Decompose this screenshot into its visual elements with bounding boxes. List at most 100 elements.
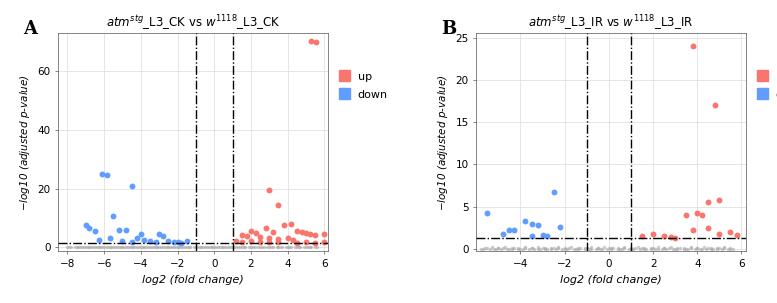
Point <box>687 228 699 233</box>
Point <box>107 214 120 219</box>
Point <box>541 246 553 251</box>
Point <box>214 245 226 249</box>
Point <box>171 239 183 244</box>
Point <box>700 247 713 251</box>
Point <box>203 245 215 249</box>
Point <box>199 245 211 249</box>
Point <box>117 238 129 243</box>
Point <box>658 246 671 251</box>
Point <box>486 245 498 250</box>
Point <box>300 245 312 249</box>
Point <box>254 239 267 244</box>
Point <box>640 246 653 251</box>
Text: A: A <box>23 20 37 38</box>
Point <box>85 245 97 249</box>
Point <box>254 235 267 239</box>
Point <box>267 229 279 234</box>
Point <box>190 245 202 249</box>
Point <box>702 225 715 230</box>
Point <box>552 246 564 251</box>
Point <box>120 227 132 232</box>
Point <box>169 245 182 250</box>
Point <box>291 240 303 245</box>
Point <box>706 246 719 251</box>
Point <box>96 171 109 176</box>
Point <box>263 188 276 192</box>
Point <box>718 245 730 250</box>
Point <box>303 231 315 236</box>
Point <box>98 245 110 249</box>
Point <box>134 245 147 249</box>
Point <box>87 245 99 250</box>
Point <box>481 246 493 251</box>
Point <box>713 246 726 251</box>
Point <box>211 245 224 249</box>
Point <box>249 245 261 249</box>
Point <box>693 247 706 251</box>
Point <box>168 245 180 249</box>
Point <box>497 231 509 236</box>
Point <box>89 245 101 249</box>
Point <box>541 234 553 239</box>
Point <box>267 245 279 249</box>
Point <box>208 245 221 249</box>
Point <box>567 247 580 251</box>
Point <box>622 247 635 251</box>
Point <box>552 245 564 250</box>
Point <box>210 245 222 250</box>
Point <box>303 245 315 249</box>
Point <box>105 245 117 249</box>
Point <box>142 245 155 249</box>
Point <box>92 245 105 250</box>
Point <box>494 247 507 251</box>
Point <box>103 245 116 250</box>
Point <box>548 246 560 251</box>
Point <box>305 38 318 43</box>
Legend: up, down: up, down <box>757 72 777 100</box>
Point <box>519 245 531 250</box>
Point <box>309 240 322 245</box>
Point <box>649 247 661 251</box>
Point <box>685 246 697 251</box>
Point <box>281 235 294 240</box>
Point <box>245 238 257 243</box>
Point <box>645 247 657 251</box>
Point <box>556 247 569 251</box>
Point <box>217 245 229 249</box>
Point <box>291 228 303 233</box>
Point <box>656 247 668 251</box>
Point <box>166 245 178 249</box>
X-axis label: log2 (fold change): log2 (fold change) <box>142 275 244 285</box>
Point <box>517 247 529 251</box>
Point <box>263 236 276 241</box>
Point <box>232 245 244 249</box>
Point <box>674 246 686 251</box>
Point <box>175 240 187 245</box>
Point <box>149 245 162 249</box>
Point <box>276 245 288 249</box>
Point <box>532 246 545 251</box>
Point <box>188 245 200 250</box>
Point <box>206 245 218 250</box>
Point <box>127 245 140 250</box>
Point <box>79 223 92 228</box>
Point <box>74 245 86 249</box>
Point <box>82 245 94 250</box>
Point <box>724 246 737 251</box>
Point <box>611 247 624 251</box>
Point <box>204 245 217 249</box>
Point <box>519 219 531 224</box>
Point <box>153 245 166 249</box>
Point <box>162 245 175 249</box>
Y-axis label: $-$log10 (adjusted p-value): $-$log10 (adjusted p-value) <box>436 74 450 211</box>
Point <box>91 245 103 249</box>
Point <box>503 227 516 232</box>
Point <box>716 247 728 251</box>
Point <box>638 246 650 251</box>
Point <box>671 246 684 251</box>
Point <box>638 247 650 251</box>
Point <box>246 245 259 250</box>
Point <box>718 246 730 251</box>
Point <box>507 246 520 251</box>
Point <box>501 247 514 251</box>
